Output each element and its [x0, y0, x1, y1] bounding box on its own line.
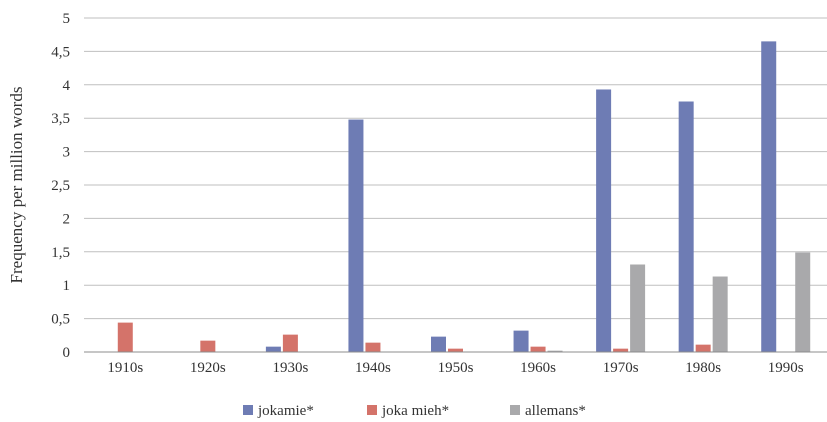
y-tick-label: 2,5	[51, 178, 70, 194]
bar	[596, 89, 612, 352]
x-tick-label: 1910s	[107, 360, 143, 376]
x-tick-label: 1970s	[603, 360, 639, 376]
legend-label: jokamie*	[257, 403, 314, 419]
y-tick-labels: 0 0,5 1 1,5 2 2,5 3 3,5 4 4,5 5	[51, 11, 70, 361]
bar	[265, 346, 281, 352]
gridlines	[84, 17, 827, 320]
y-tick-label: 2	[63, 211, 71, 227]
bar	[348, 119, 364, 352]
x-tick-label: 1940s	[355, 360, 391, 376]
y-tick-label: 4,5	[51, 44, 70, 60]
x-tick-label: 1990s	[768, 360, 804, 376]
legend-label: allemans*	[525, 403, 586, 419]
x-tick-label: 1950s	[438, 360, 474, 376]
bar	[431, 336, 446, 352]
legend-swatch	[510, 405, 520, 415]
x-tick-label: 1930s	[272, 360, 308, 376]
bar	[678, 101, 694, 352]
x-tick-label: 1980s	[685, 360, 721, 376]
legend-swatch	[243, 405, 253, 415]
y-tick-label: 1,5	[51, 245, 70, 261]
bar	[695, 344, 711, 352]
legend-swatch	[367, 405, 377, 415]
bars	[117, 41, 811, 352]
y-tick-label: 3,5	[51, 111, 70, 127]
y-tick-label: 3	[63, 145, 71, 161]
bar	[613, 348, 629, 352]
bar	[117, 322, 133, 352]
bar	[630, 264, 646, 352]
y-tick-label: 5	[63, 11, 71, 27]
bar	[530, 346, 546, 352]
bar	[200, 340, 216, 352]
y-tick-label: 0,5	[51, 312, 70, 328]
bar	[761, 41, 777, 352]
bar	[448, 348, 463, 352]
bar	[712, 276, 728, 352]
y-tick-label: 4	[63, 78, 71, 94]
bar	[795, 252, 811, 352]
y-tick-label: 0	[63, 345, 71, 361]
x-tick-label: 1920s	[190, 360, 226, 376]
x-tick-label: 1960s	[520, 360, 556, 376]
bar	[365, 342, 381, 352]
bar	[513, 330, 529, 352]
bar	[547, 350, 563, 352]
bar	[282, 334, 298, 352]
y-tick-label: 1	[63, 278, 71, 294]
x-tick-labels: 1910s 1920s 1930s 1940s 1950s 1960s 1970s 1980s…	[107, 360, 803, 376]
legend-label: joka mieh*	[381, 403, 449, 419]
legend: jokamie* joka mieh* allemans*	[243, 403, 586, 419]
y-axis-title: Frequency per million words	[7, 87, 26, 284]
